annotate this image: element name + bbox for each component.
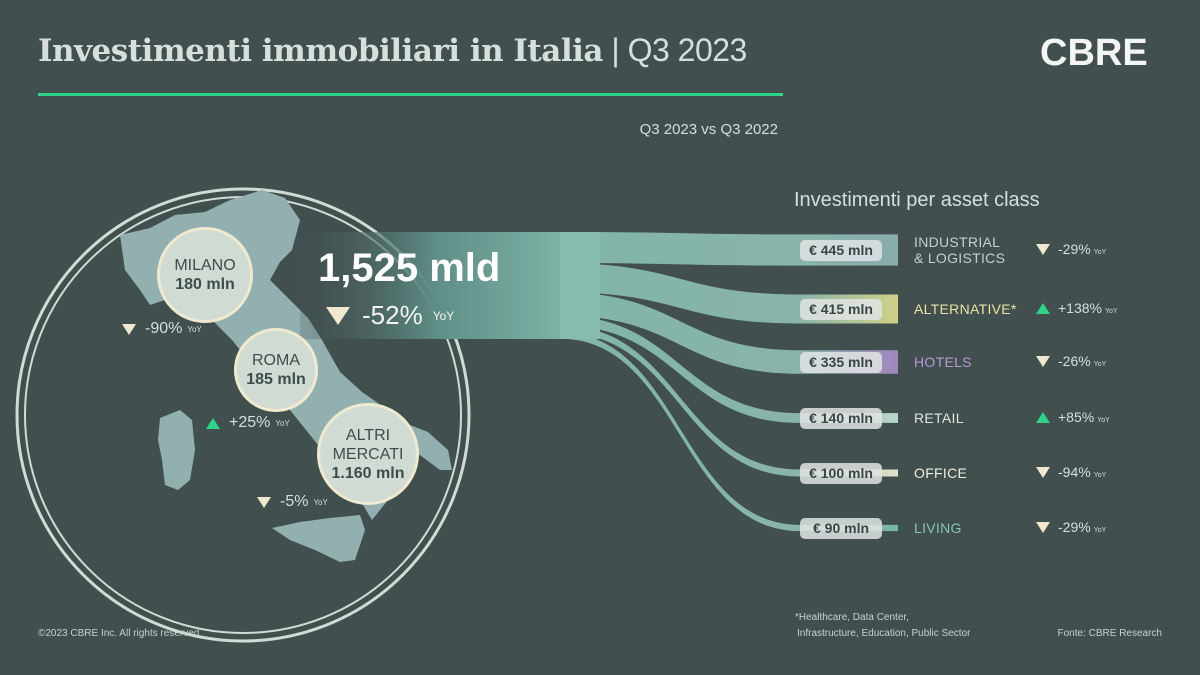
footnote-line2: Infrastructure, Education, Public Sector	[797, 628, 971, 639]
change-value: -29%	[1058, 241, 1091, 257]
yoy-label: YoY	[313, 497, 328, 507]
asset-class-label: HOTELS	[914, 354, 972, 370]
yoy-label: YoY	[275, 418, 290, 428]
down-triangle-icon	[122, 323, 136, 335]
source-note: Fonte: CBRE Research	[1057, 628, 1163, 639]
yoy-label: YoY	[1104, 308, 1118, 315]
label-line: LIVING	[914, 520, 962, 536]
label-line: RETAIL	[914, 410, 964, 426]
asset-class-label: ALTERNATIVE*	[914, 301, 1017, 317]
down-triangle-icon	[1036, 522, 1050, 533]
total-change-value: -52%	[362, 300, 423, 330]
asset-class-label: LIVING	[914, 520, 962, 536]
yoy-change: -94% YoY	[1058, 464, 1106, 480]
change-value: +138%	[1058, 300, 1102, 316]
city-milano: MILANO 180 mln	[157, 227, 253, 323]
change-value: -94%	[1058, 464, 1091, 480]
total-value: 1,525 mld	[318, 246, 501, 290]
city-name: ROMA	[252, 352, 300, 369]
total-box	[300, 232, 600, 339]
yoy-change: +85% YoY	[1058, 409, 1110, 425]
down-triangle-icon	[257, 496, 271, 508]
change-value: +25%	[229, 414, 271, 431]
total-change: -52% YoY	[326, 300, 454, 331]
city-name: MERCATI	[332, 445, 404, 463]
label-line: ALTERNATIVE*	[914, 301, 1017, 317]
change-value: +85%	[1058, 409, 1095, 425]
amount-pill: € 335 mln	[800, 352, 882, 373]
title-separator: |	[602, 32, 628, 68]
sankey-flows	[560, 232, 898, 532]
up-triangle-icon	[1036, 303, 1050, 314]
up-triangle-icon	[1036, 412, 1050, 423]
asset-class-label: INDUSTRIAL & LOGISTICS	[914, 234, 1005, 266]
yoy-label: YoY	[432, 308, 455, 323]
copyright: ©2023 CBRE Inc. All rights reserved	[38, 628, 200, 639]
cbre-logo: CBRE	[1040, 32, 1148, 74]
city-roma: ROMA 185 mln	[234, 328, 318, 412]
asset-class-label: RETAIL	[914, 410, 964, 426]
sicily	[272, 515, 365, 562]
footnote-line1: *Healthcare, Data Center,	[795, 612, 909, 623]
city-roma-change: +25% YoY	[206, 414, 290, 432]
amount-pill: € 140 mln	[800, 408, 882, 429]
down-triangle-icon	[326, 306, 350, 325]
sardinia	[158, 410, 195, 490]
amount-pill: € 100 mln	[800, 463, 882, 484]
city-altri-mercati: ALTRI MERCATI 1.160 mln	[317, 403, 419, 505]
yoy-label: YoY	[1093, 249, 1107, 256]
title-text: Investimenti immobiliari in Italia	[38, 33, 603, 69]
change-value: -5%	[280, 493, 309, 510]
amount-pill: € 90 mln	[800, 518, 882, 539]
sankey-flow-5	[560, 332, 898, 532]
down-triangle-icon	[1036, 356, 1050, 367]
yoy-label: YoY	[1097, 417, 1110, 424]
label-line: INDUSTRIAL	[914, 234, 1001, 250]
amount-pill: € 415 mln	[800, 299, 882, 320]
yoy-change: +138% YoY	[1058, 300, 1118, 316]
title-period: Q3 2023	[627, 32, 748, 68]
city-name: MILANO	[174, 257, 236, 274]
city-milano-change: -90% YoY	[122, 320, 202, 338]
asset-class-label: OFFICE	[914, 465, 967, 481]
yoy-label: YoY	[1093, 527, 1107, 534]
yoy-change: -26% YoY	[1058, 353, 1106, 369]
comparison-label: Q3 2023 vs Q3 2022	[639, 121, 778, 138]
label-line: OFFICE	[914, 465, 968, 481]
asset-class-title: Investimenti per asset class	[794, 189, 1040, 211]
yoy-change: -29% YoY	[1058, 519, 1106, 535]
up-triangle-icon	[206, 417, 220, 429]
yoy-label: YoY	[1093, 361, 1107, 368]
sankey-flow-3	[560, 315, 898, 423]
label-line: & LOGISTICS	[914, 250, 1006, 266]
sankey-flow-4	[560, 325, 898, 477]
down-triangle-icon	[1036, 467, 1050, 478]
outer-ring	[15, 187, 471, 643]
city-value: 1.160 mln	[331, 464, 405, 482]
page-title: Investimenti immobiliari in Italia | Q3 …	[38, 32, 747, 69]
down-triangle-icon	[1036, 244, 1050, 255]
city-value: 180 mln	[175, 276, 235, 293]
change-value: -90%	[145, 320, 183, 337]
yoy-label: YoY	[1093, 472, 1107, 479]
change-value: -29%	[1058, 519, 1091, 535]
amount-pill: € 445 mln	[800, 240, 882, 261]
yoy-label: YoY	[187, 324, 202, 334]
city-name: ALTRI	[345, 426, 391, 444]
yoy-change: -29% YoY	[1058, 241, 1106, 257]
title-underline	[38, 93, 783, 96]
change-value: -26%	[1058, 353, 1091, 369]
label-line: HOTELS	[914, 354, 972, 370]
city-value: 185 mln	[246, 371, 306, 388]
city-altri-change: -5% YoY	[257, 493, 328, 511]
